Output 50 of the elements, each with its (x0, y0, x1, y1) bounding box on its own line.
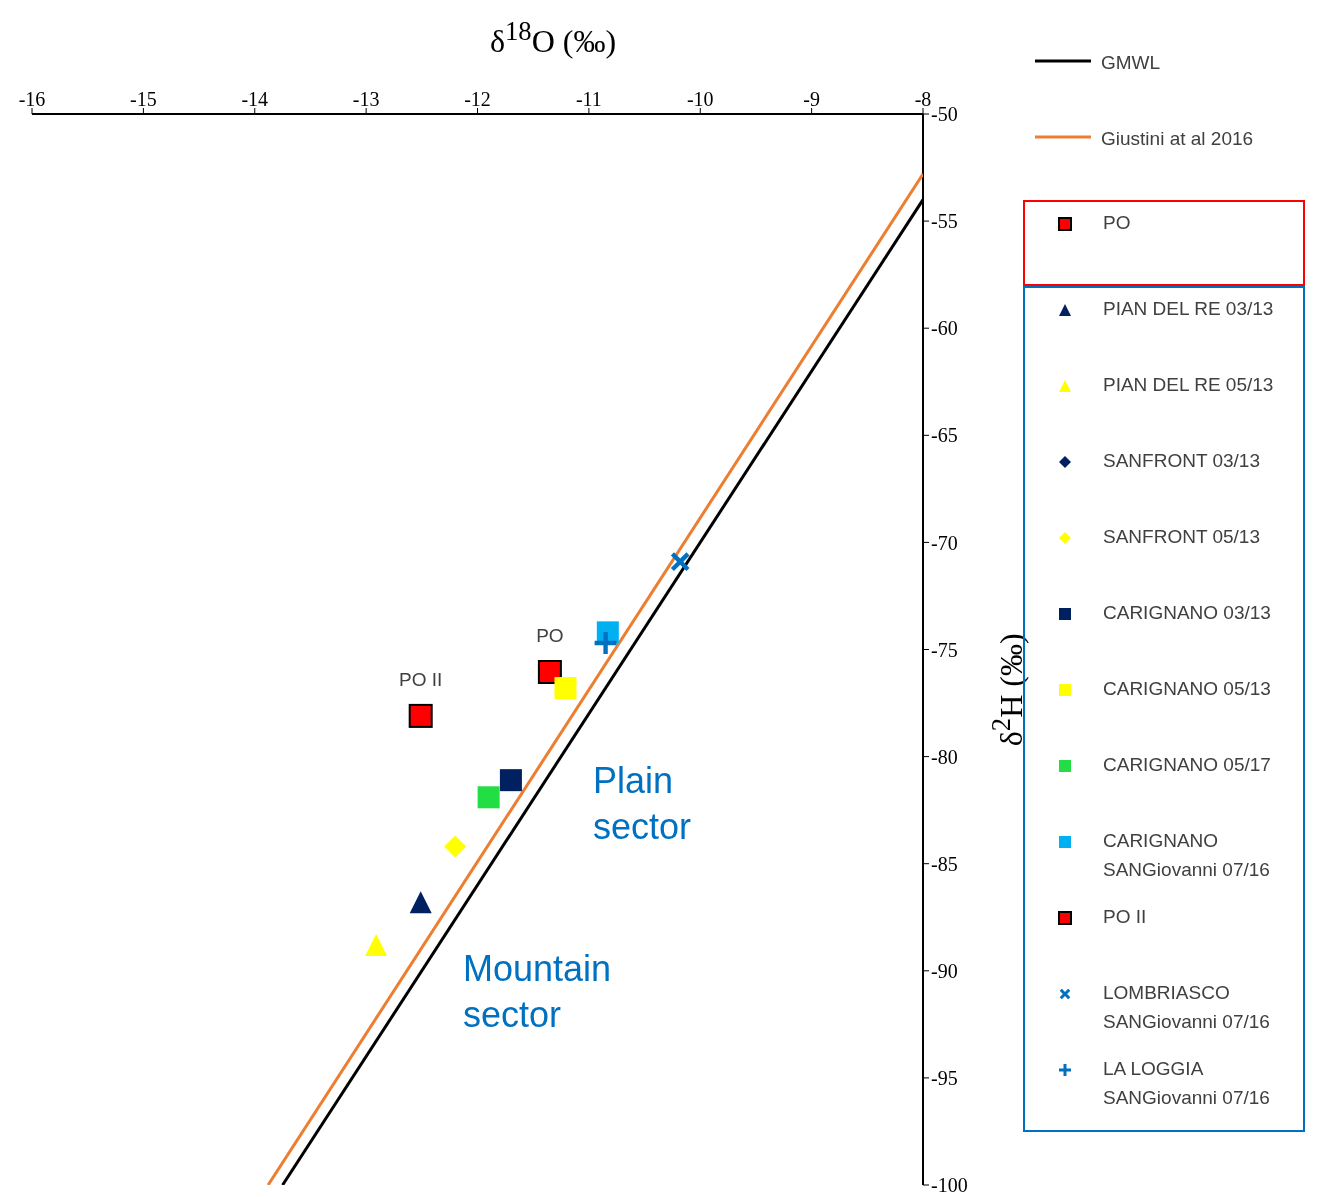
legend-label: PIAN DEL RE 05/13 (1103, 373, 1275, 397)
point (477, 786, 500, 809)
point (537, 659, 562, 684)
legend-label: LOMBRIASCO SANGiovanni 07/16 (1103, 981, 1271, 1034)
legend-label: SANFRONT 03/13 (1103, 449, 1261, 473)
legend-label: PO II (1103, 905, 1148, 929)
legend-label: CARIGNANO SANGiovanni 07/16 (1103, 829, 1271, 882)
legend-label: PO (1103, 211, 1132, 235)
legend-label: SANFRONT 05/13 (1103, 525, 1261, 549)
legend-label: CARIGNANO 05/13 (1103, 677, 1272, 701)
point (670, 552, 690, 572)
x-tick-label: -13 (352, 88, 380, 110)
point (365, 934, 388, 957)
legend-label: CARIGNANO 03/13 (1103, 601, 1272, 625)
y-tick-label: -75 (931, 638, 958, 661)
y-tick-label: -50 (931, 103, 958, 126)
y-tick-label: -60 (931, 317, 958, 340)
legend-label: Giustini at al 2016 (1101, 127, 1255, 151)
x-tick-label: -10 (686, 88, 714, 110)
legend-label: PIAN DEL RE 03/13 (1103, 297, 1275, 321)
annotation: PO (536, 624, 564, 646)
point (594, 632, 617, 655)
point (409, 891, 432, 914)
y-tick-label: -70 (931, 531, 958, 554)
point (408, 703, 433, 728)
annotation: Mountain sector (463, 947, 613, 1037)
legend-label: CARIGNANO 05/17 (1103, 753, 1272, 777)
point (554, 677, 577, 700)
x-tick-label: -15 (130, 88, 157, 110)
legend-frame: PO (1023, 200, 1305, 286)
x-tick-label: -16 (18, 88, 46, 110)
legend-label: LA LOGGIA SANGiovanni 07/16 (1103, 1057, 1271, 1110)
x-tick-label: -12 (464, 88, 491, 110)
y-tick-label: -95 (931, 1067, 958, 1089)
legend-label: GMWL (1101, 51, 1162, 75)
point (444, 835, 467, 858)
y-tick-label: -65 (931, 424, 958, 447)
y-tick-label: -55 (931, 210, 958, 233)
annotation: Plain sector (593, 759, 693, 849)
y-tick-label: -100 (931, 1174, 968, 1197)
x-tick-label: -14 (241, 88, 269, 110)
y-tick-label: -90 (931, 959, 958, 982)
x-tick-label: -11 (575, 88, 602, 110)
point (499, 769, 522, 792)
y-tick-label: -85 (931, 852, 958, 875)
annotation: PO II (399, 668, 443, 690)
x-tick-label: -8 (914, 88, 932, 110)
y-tick-label: -80 (931, 745, 958, 768)
x-axis-title: δ$^{18}$O (‰) (488, 16, 618, 60)
x-tick-label: -9 (803, 88, 820, 110)
